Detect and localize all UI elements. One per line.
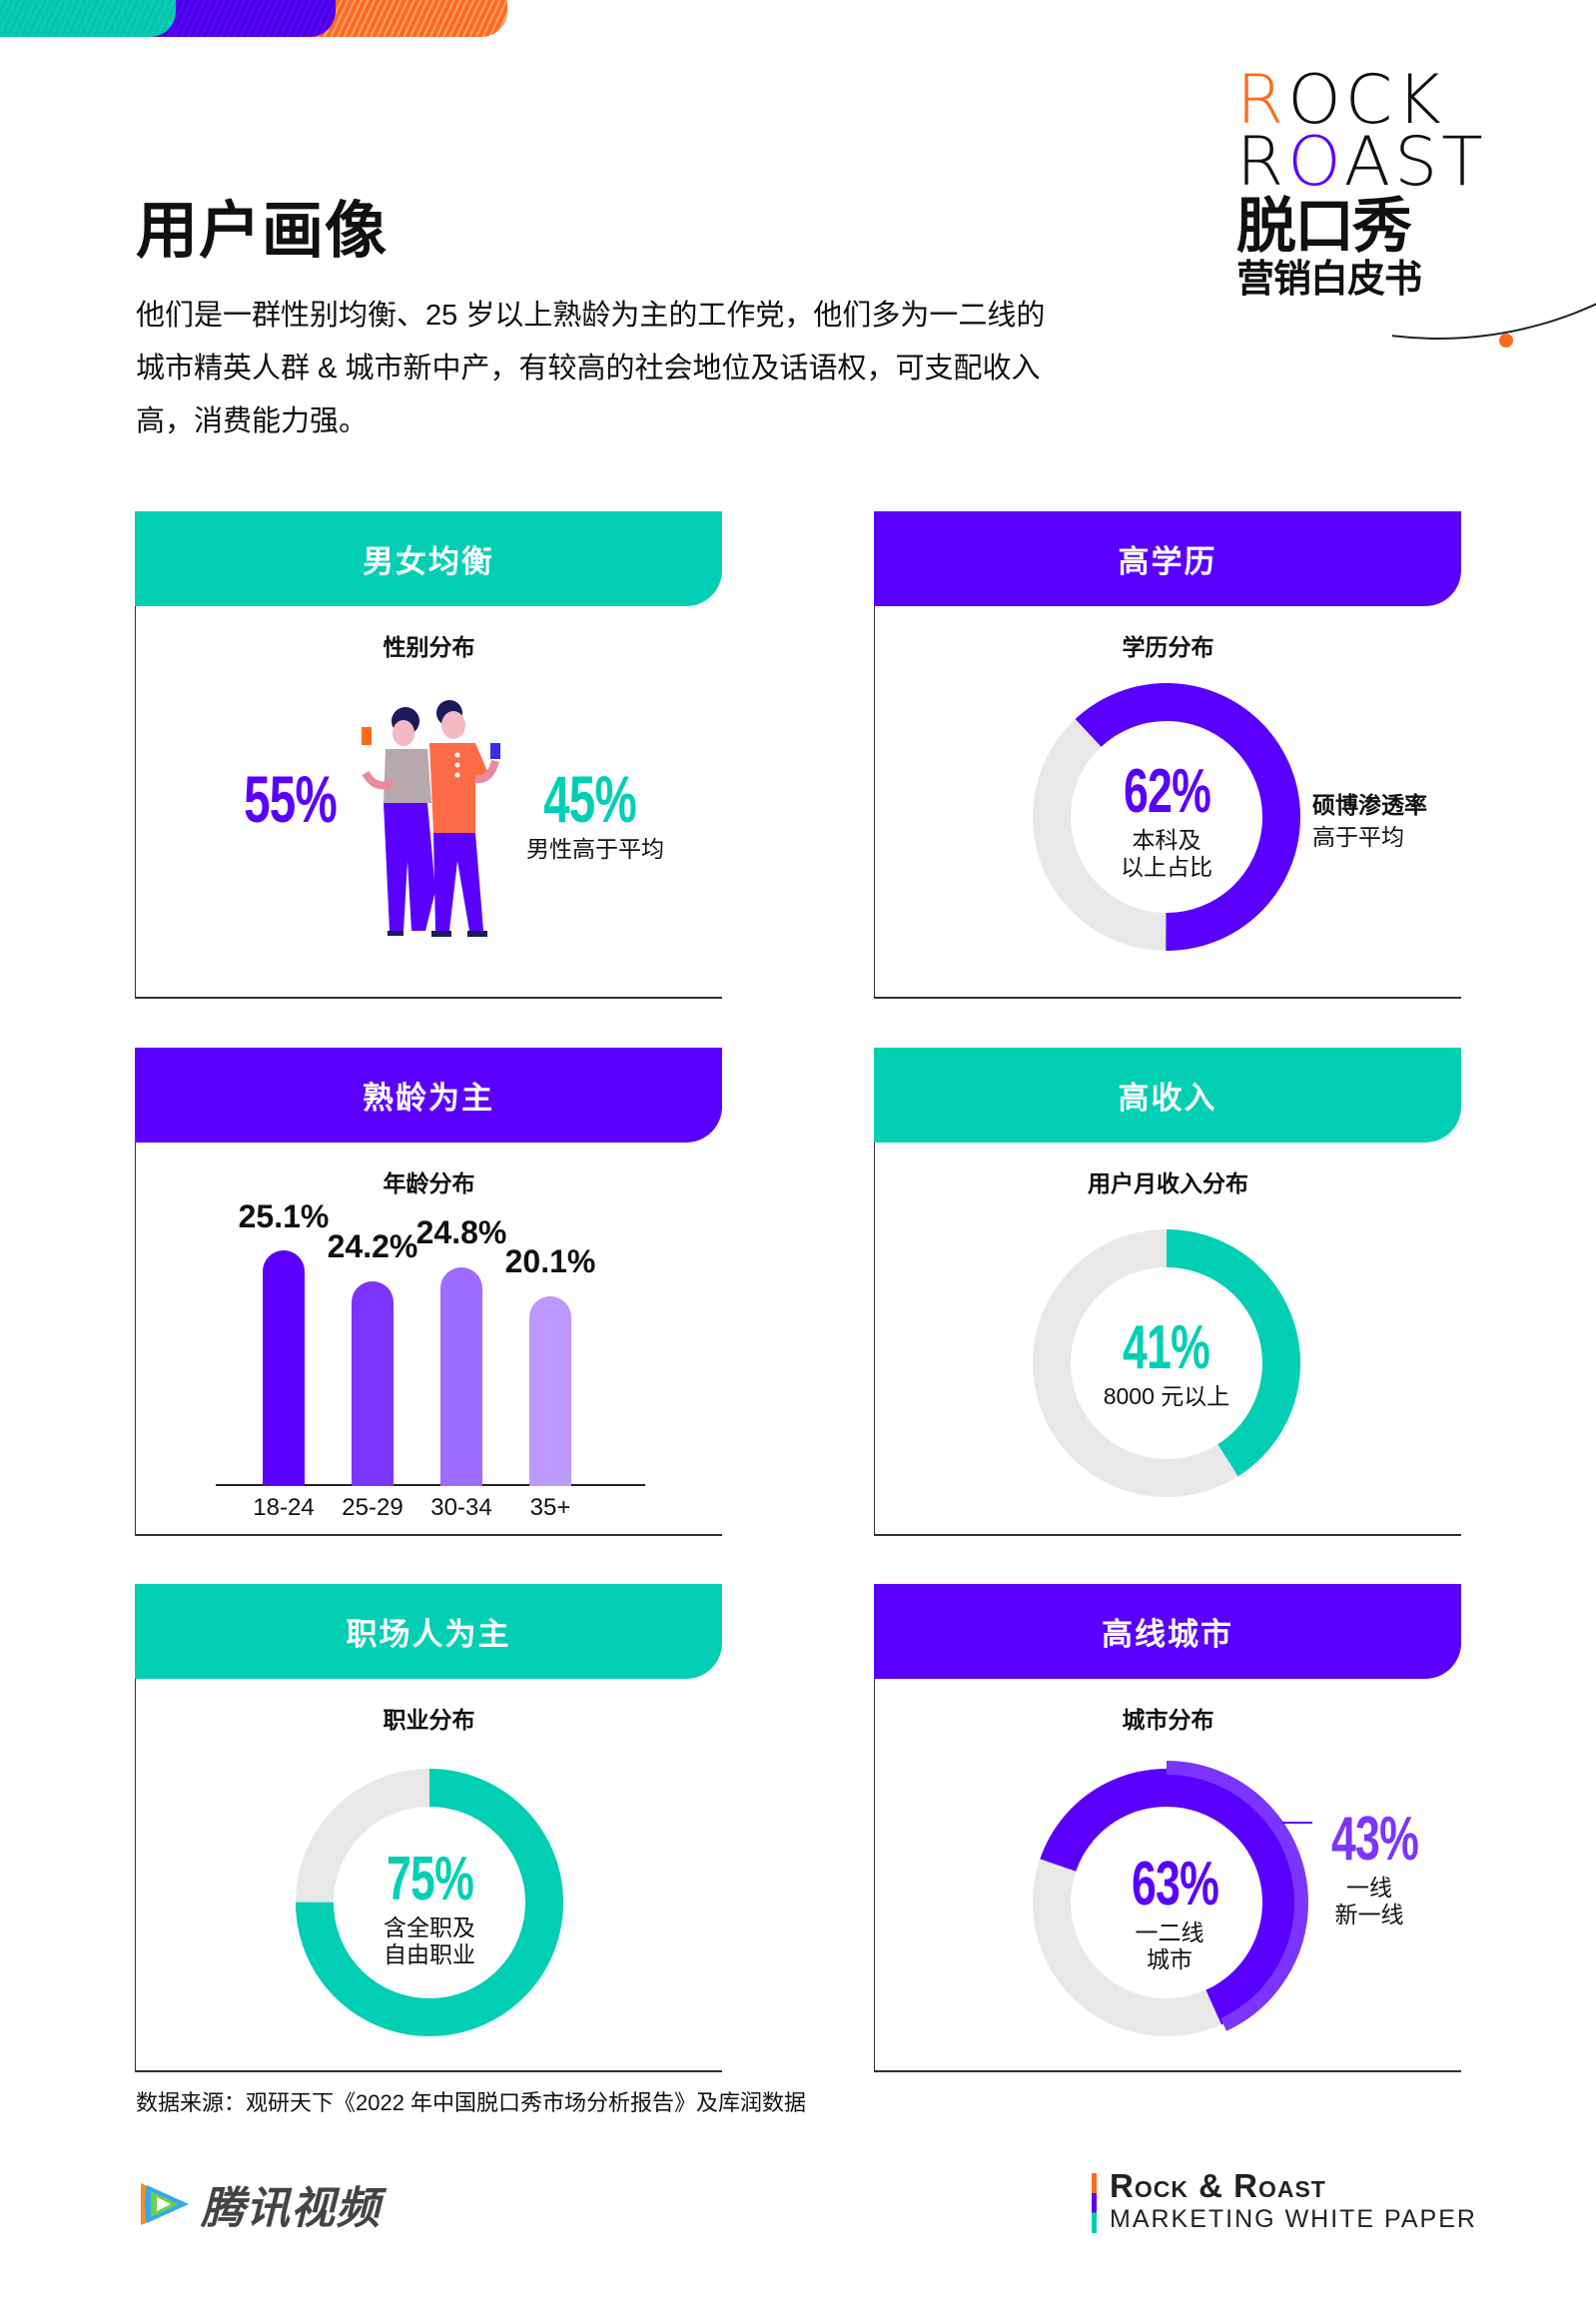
- panel-gender: 男女均衡 性别分布 55% 45% 男性高于平均: [135, 511, 722, 999]
- panel-body: 学历分布 62% 本科及 以上占比 硕博渗透率 高于平均: [874, 606, 1461, 999]
- city-outer-label-1: 一线: [1346, 1875, 1392, 1901]
- bar-value: 24.2%: [327, 1228, 418, 1264]
- x-axis: [216, 1484, 645, 1486]
- logo-roast: ROAST: [1236, 123, 1487, 202]
- panel-city: 高线城市 城市分布 63% 一二线 城市 43% 一线 新一线: [874, 1584, 1461, 2072]
- stripe-green: [0, 0, 176, 37]
- couple-illustration-icon: [362, 700, 500, 937]
- city-pct: 63%: [1131, 1850, 1219, 1919]
- male-pct: 45%: [543, 762, 638, 836]
- page-title: 用户画像: [136, 197, 389, 266]
- occupation-center: 75% 含全职及 自由职业: [370, 1844, 489, 1968]
- bar-category: 25-29: [342, 1494, 403, 1521]
- logo-rock: ROCK: [1236, 61, 1445, 140]
- tencent-video-logo: 腾讯视频: [135, 2172, 381, 2236]
- bar-value: 20.1%: [504, 1243, 596, 1279]
- panel-body: 用户月收入分布 41% 8000 元以上: [874, 1143, 1461, 1536]
- bar-35-plus: [529, 1296, 571, 1486]
- panel-header: 职场人为主: [135, 1584, 722, 1679]
- panel-header: 熟龄为主: [135, 1048, 722, 1143]
- income-donut-chart: [1033, 1229, 1300, 1497]
- panel-body: 职业分布 75% 含全职及 自由职业: [135, 1679, 722, 2072]
- bar-category: 18-24: [253, 1494, 315, 1521]
- bar-30-34: [440, 1267, 482, 1486]
- footer-subtitle: MARKETING WHITE PAPER: [1110, 2205, 1477, 2233]
- chart-subtitle: 用户月收入分布: [1088, 1170, 1248, 1196]
- stripe-purple: [150, 0, 336, 37]
- chart-subtitle: 性别分布: [383, 634, 475, 660]
- income-center: 41% 8000 元以上: [1097, 1312, 1236, 1410]
- panel-education: 高学历 学历分布 62% 本科及 以上占比 硕博渗透率 高于平均: [874, 511, 1461, 999]
- education-center: 62% 本科及 以上占比: [1107, 756, 1226, 881]
- chart-subtitle: 城市分布: [1122, 1707, 1214, 1733]
- tricolor-bar: [1092, 2173, 1097, 2233]
- panel-occupation: 职场人为主 职业分布 75% 含全职及 自由职业: [135, 1584, 722, 2072]
- city-center: 63% 一二线 城市: [1115, 1849, 1224, 1973]
- bar-value: 24.8%: [415, 1214, 507, 1250]
- male-stat: 45%: [525, 761, 655, 837]
- occupation-donut-chart: [296, 1769, 563, 2036]
- occupation-label-2: 自由职业: [384, 1941, 475, 1967]
- logo-cn-subtitle: 营销白皮书: [1236, 259, 1422, 301]
- education-note-bold: 硕博渗透率: [1312, 792, 1427, 818]
- bar-25-29: [352, 1281, 394, 1486]
- city-outer-stat: 43% 一线 新一线: [1314, 1804, 1424, 1928]
- income-label: 8000 元以上: [1103, 1383, 1230, 1409]
- panel-header: 高学历: [874, 511, 1461, 606]
- panel-body: 城市分布 63% 一二线 城市 43% 一线 新一线: [874, 1679, 1461, 2072]
- tencent-play-icon: [141, 2183, 189, 2225]
- age-bar-chart: 25.1% 18-24 24.2% 25-29 24.8% 30-34 20.1…: [216, 1143, 645, 1536]
- rock-roast-logo: & ROCK ROAST 脱口秀 营销白皮书: [1236, 48, 1537, 310]
- tencent-video-name: 腾讯视频: [201, 2184, 381, 2233]
- orange-dot-icon: [1499, 334, 1513, 348]
- occupation-pct: 75%: [386, 1845, 474, 1914]
- chart-subtitle: 学历分布: [1122, 634, 1214, 660]
- top-color-stripe: [0, 0, 779, 37]
- chart-subtitle: 年龄分布: [383, 1170, 475, 1196]
- panel-age: 熟龄为主 年龄分布 25.1% 18-24 24.2% 25-29 24.8% …: [135, 1048, 722, 1536]
- stripe-orange: [310, 0, 507, 37]
- panel-body: 性别分布 55% 45% 男性高于平均: [135, 606, 722, 999]
- logo-cn-title: 脱口秀: [1236, 193, 1412, 260]
- panel-header: 高线城市: [874, 1584, 1461, 1679]
- education-donut-chart: [1033, 683, 1300, 951]
- data-source-note: 数据来源：观研天下《2022 年中国脱口秀市场分析报告》及库润数据: [136, 2090, 807, 2115]
- panel-body: 年龄分布 25.1% 18-24 24.2% 25-29 24.8% 30-34…: [135, 1143, 722, 1536]
- bar-18-24: [263, 1250, 305, 1486]
- panel-header: 高收入: [874, 1048, 1461, 1143]
- education-label-1: 本科及: [1132, 827, 1201, 853]
- city-label-1: 一二线: [1135, 1920, 1204, 1945]
- panel-header: 男女均衡: [135, 511, 722, 606]
- city-label-2: 城市: [1147, 1946, 1193, 1972]
- bar-value: 25.1%: [238, 1198, 330, 1234]
- education-pct: 62%: [1123, 757, 1211, 826]
- bar-category: 35+: [529, 1494, 571, 1521]
- footer-brand: Rock & Roast: [1110, 2167, 1326, 2204]
- city-outer-label-2: 新一线: [1334, 1902, 1404, 1927]
- female-pct: 55%: [244, 762, 338, 836]
- intro-paragraph: 他们是一群性别均衡、25 岁以上熟龄为主的工作党，他们多为一二线的城市精英人群 …: [136, 300, 1046, 437]
- education-note: 高于平均: [1312, 824, 1404, 850]
- male-note: 男性高于平均: [526, 836, 664, 862]
- panel-income: 高收入 用户月收入分布 41% 8000 元以上: [874, 1048, 1461, 1536]
- chart-subtitle: 职业分布: [383, 1707, 475, 1733]
- bar-category: 30-34: [430, 1494, 492, 1521]
- city-outer-pct: 43%: [1330, 1805, 1419, 1874]
- female-stat: 55%: [226, 761, 346, 837]
- income-pct: 41%: [1123, 1313, 1210, 1382]
- education-label-2: 以上占比: [1121, 854, 1212, 880]
- occupation-label-1: 含全职及: [384, 1915, 475, 1940]
- city-donut-chart: [1025, 1761, 1312, 2042]
